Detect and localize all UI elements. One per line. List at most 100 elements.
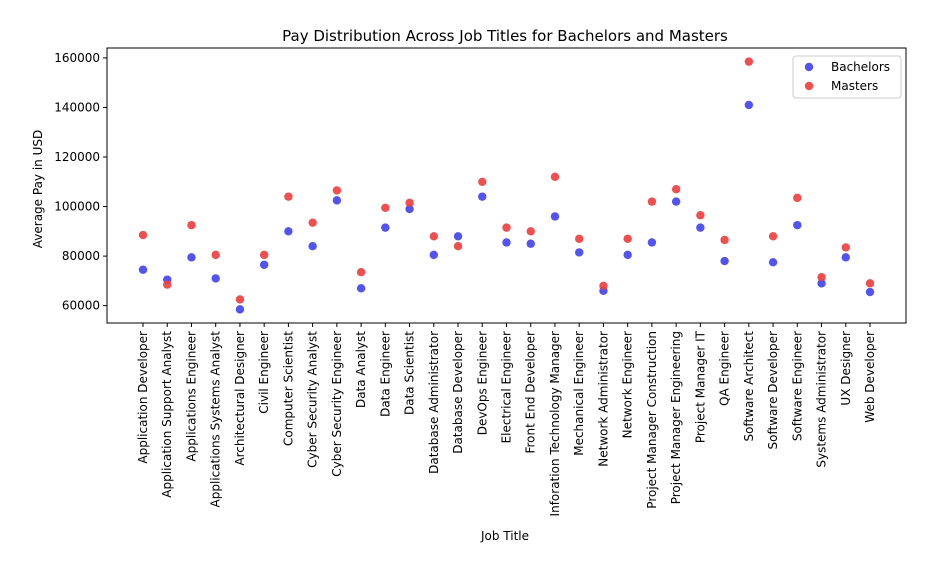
masters-point (259, 250, 269, 260)
bachelors-point (211, 274, 220, 283)
legend: Bachelors Masters (792, 55, 902, 99)
x-tick-label: Software Engineer (790, 331, 804, 441)
masters-point (793, 193, 802, 203)
x-tick-label: Applications Engineer (184, 331, 198, 462)
y-tick-label: 80000 (62, 249, 100, 263)
masters-point (550, 172, 560, 182)
masters-point (405, 198, 414, 208)
x-tick-label: Electrical Engineer (500, 331, 514, 443)
bachelors-point (526, 239, 535, 248)
masters-point (429, 232, 438, 241)
x-tick-label: Applications Systems Analyst (209, 331, 223, 508)
masters-point (575, 234, 584, 243)
bachelors-point (453, 232, 463, 241)
y-tick-label: 140000 (54, 100, 100, 114)
y-tick-label: 100000 (54, 200, 100, 214)
bachelors-point (187, 253, 196, 262)
x-tick-label: Systems Administrator (815, 331, 829, 468)
masters-point (478, 177, 487, 186)
bachelors-point (575, 248, 584, 257)
masters-point (187, 220, 196, 230)
bachelors-point (550, 212, 560, 221)
masters-point (356, 268, 366, 277)
masters-point (453, 241, 463, 251)
masters-point (647, 197, 657, 206)
masters-point (696, 211, 705, 220)
y-tick-label: 60000 (62, 299, 100, 313)
bachelors-point (235, 305, 245, 314)
masters-point (211, 250, 220, 260)
plot-area: 60000 80000 100000 120000 140000 160000 Applic… (54, 51, 877, 517)
bachelors-point (138, 265, 148, 274)
x-tick-label: DevOps Engineer (475, 331, 489, 435)
x-tick-label: Front End Developer (524, 331, 538, 454)
masters-point (744, 57, 754, 66)
masters-point (623, 234, 632, 243)
plot-frame (106, 47, 907, 324)
masters-legend-marker (804, 81, 814, 91)
bachelors-legend-marker (804, 62, 814, 72)
bachelors-point (259, 260, 269, 269)
bachelors-point (478, 192, 487, 201)
legend-box (792, 55, 902, 99)
bachelors-point (308, 241, 317, 251)
x-tick-label: Cyber Security Engineer (330, 331, 344, 477)
x-tick-label: Computer Scientist (281, 331, 295, 446)
bachelors-point (720, 256, 729, 266)
masters-point (163, 280, 172, 289)
bachelors-point (623, 250, 632, 260)
x-axis-label: Job Title (480, 529, 529, 543)
x-tick-label: Software Architect (742, 331, 756, 442)
bachelors-point (768, 258, 778, 267)
x-tick-label: Network Engineer (621, 331, 635, 438)
x-tick-label: Data Engineer (378, 331, 392, 417)
x-tick-label: Project Manager IT (693, 330, 707, 443)
bachelors-point (671, 197, 681, 206)
bachelors-point (841, 253, 850, 262)
x-tick-label: Inforation Technology Manager (548, 331, 562, 516)
x-tick-label: Application Support Analyst (160, 331, 174, 498)
bachelors-point (405, 204, 414, 214)
masters-point (381, 203, 390, 212)
masters-point (332, 186, 342, 195)
bachelors-point (744, 100, 754, 110)
masters-point (526, 227, 535, 236)
chart-title: Pay Distribution Across Job Titles for B… (282, 27, 728, 45)
masters-point (671, 185, 681, 194)
bachelors-point (429, 250, 438, 260)
x-tick-label: Project Manager Construction (645, 331, 659, 509)
masters-point (720, 235, 729, 245)
bachelors-point (817, 279, 826, 288)
bachelors-point (356, 284, 366, 293)
masters-point (599, 281, 608, 291)
x-tick-label: Database Administrator (427, 331, 441, 474)
x-tick-label: Civil Engineer (257, 331, 271, 414)
x-tick-label: QA Engineer (718, 331, 732, 406)
x-tick-label: UX Designer (839, 331, 853, 406)
bachelors-point (502, 238, 511, 247)
masters-point (235, 295, 245, 304)
x-tick-label: Architectural Designer (233, 331, 247, 466)
x-tick-label: Data Analyst (354, 331, 368, 408)
bachelors-point (381, 223, 390, 232)
y-axis-label: Average Pay in USD (31, 130, 45, 248)
masters-point (138, 230, 148, 240)
masters-point (284, 192, 293, 201)
masters-point (502, 223, 511, 232)
x-tick-label: Web Developer (863, 331, 877, 423)
x-tick-label: Software Developer (766, 331, 780, 449)
bachelors-point (284, 227, 293, 236)
x-tick-label: Network Administrator (596, 331, 610, 467)
x-tick-label: Mechanical Engineer (572, 331, 586, 456)
bachelors-point (332, 196, 342, 205)
y-tick-label: 160000 (54, 51, 100, 65)
x-tick-label: Project Manager Engineering (669, 331, 683, 504)
bachelors-point (696, 223, 705, 232)
bachelors-point (647, 238, 657, 247)
masters-point (308, 218, 317, 227)
masters-point (865, 279, 875, 288)
bachelors-point (865, 287, 875, 297)
x-tick-label: Database Developer (451, 331, 465, 454)
bachelors-point (793, 220, 802, 230)
